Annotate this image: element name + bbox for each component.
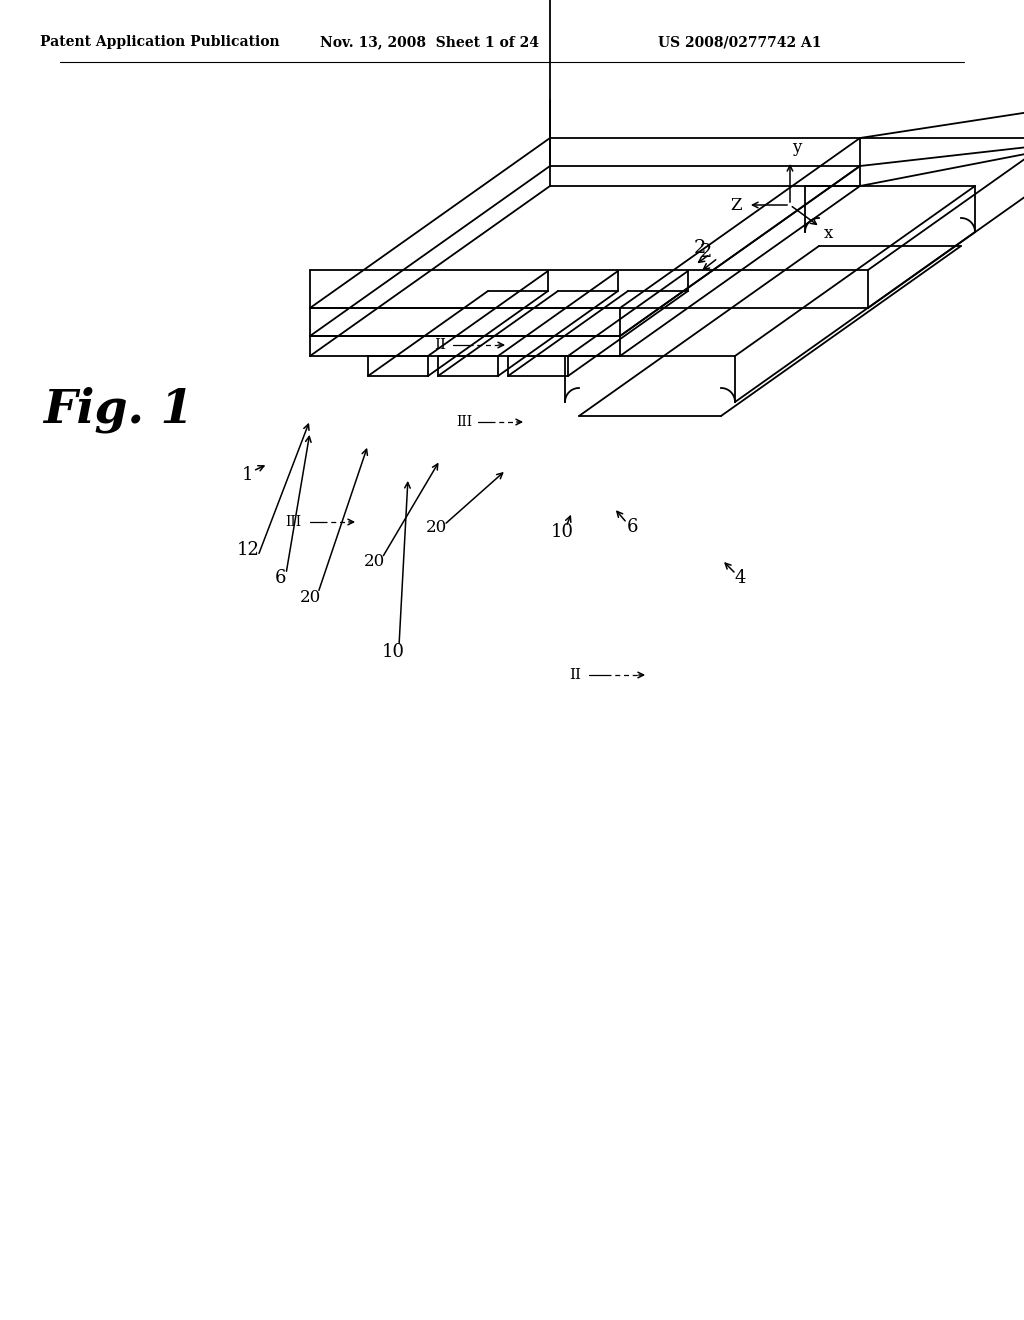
Text: US 2008/0277742 A1: US 2008/0277742 A1	[658, 36, 821, 49]
Text: 2: 2	[699, 243, 712, 261]
Text: III: III	[456, 414, 472, 429]
Text: Fig. 1: Fig. 1	[43, 387, 194, 433]
Text: 20: 20	[364, 553, 385, 570]
Text: Nov. 13, 2008  Sheet 1 of 24: Nov. 13, 2008 Sheet 1 of 24	[321, 36, 540, 49]
Text: y: y	[793, 140, 802, 157]
Text: 12: 12	[237, 541, 259, 558]
Text: 1: 1	[243, 466, 254, 484]
Text: 10: 10	[382, 643, 404, 661]
Text: III: III	[285, 515, 301, 529]
Text: 6: 6	[627, 517, 638, 536]
Text: 20: 20	[425, 519, 446, 536]
Text: 4: 4	[734, 569, 745, 587]
Text: 20: 20	[299, 589, 321, 606]
Text: II: II	[569, 668, 581, 682]
Text: Patent Application Publication: Patent Application Publication	[40, 36, 280, 49]
Text: 2: 2	[694, 239, 707, 257]
Text: Z: Z	[730, 197, 741, 214]
Text: 10: 10	[551, 523, 573, 541]
Text: II: II	[434, 338, 446, 352]
Text: 6: 6	[274, 569, 286, 587]
Text: x: x	[823, 224, 833, 242]
